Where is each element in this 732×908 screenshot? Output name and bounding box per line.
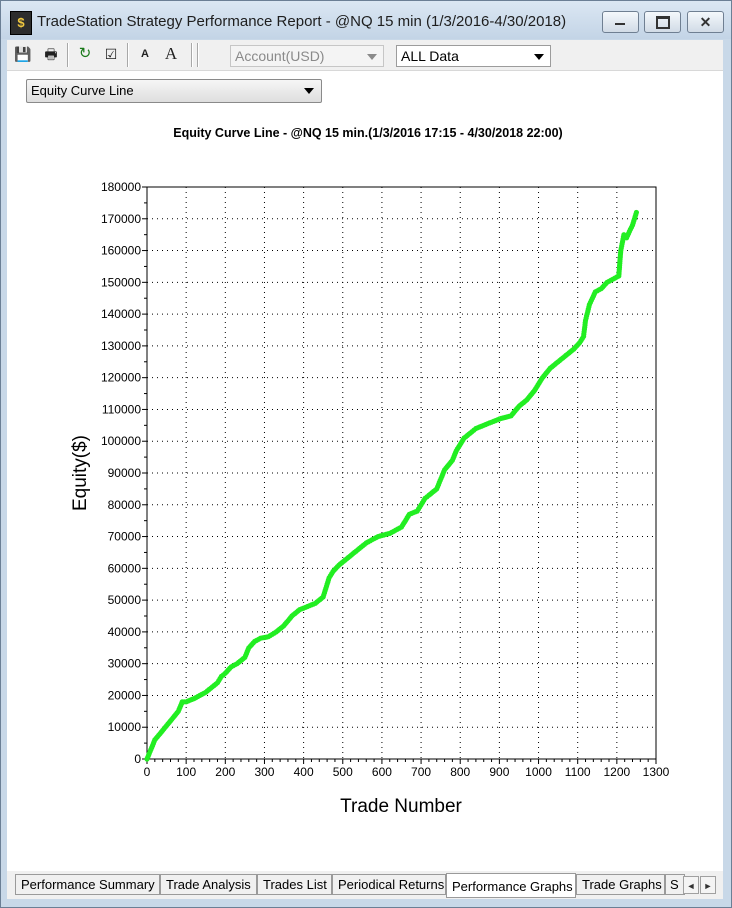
close-button[interactable]: ✕ xyxy=(687,11,724,33)
tab-scroll-left-icon[interactable]: ◄ xyxy=(683,876,699,894)
x-tick-label: 1100 xyxy=(565,765,591,779)
x-tick-label: 900 xyxy=(489,765,509,779)
toolbar-separator xyxy=(191,43,193,67)
y-tick-label: 180000 xyxy=(101,180,141,194)
toolbar-separator xyxy=(197,43,199,67)
window-title: TradeStation Strategy Performance Report… xyxy=(37,13,567,30)
account-select-value: Account(USD) xyxy=(235,48,325,64)
data-range-select-value: ALL Data xyxy=(401,48,459,64)
y-tick-label: 120000 xyxy=(101,371,141,385)
chevron-down-icon xyxy=(534,54,544,60)
chevron-down-icon xyxy=(367,54,377,60)
x-tick-label: 1200 xyxy=(603,765,630,779)
y-axis-label: Equity($) xyxy=(70,435,91,511)
title-bar: $ TradeStation Strategy Performance Repo… xyxy=(1,1,731,39)
tab-periodical-returns[interactable]: Periodical Returns xyxy=(332,874,446,895)
x-tick-label: 800 xyxy=(450,765,470,779)
account-select[interactable]: Account(USD) xyxy=(230,45,384,67)
x-tick-label: 400 xyxy=(294,765,314,779)
tradestation-icon[interactable]: $ xyxy=(10,11,32,35)
y-tick-label: 30000 xyxy=(108,657,142,671)
print-icon[interactable]: 🖶 xyxy=(44,46,58,62)
equity-point xyxy=(633,209,640,216)
tab-performance-summary[interactable]: Performance Summary xyxy=(15,874,160,895)
x-tick-label: 500 xyxy=(333,765,353,779)
x-axis-label: Trade Number xyxy=(340,796,462,817)
x-tick-label: 100 xyxy=(176,765,196,779)
y-tick-label: 0 xyxy=(134,752,141,766)
save-icon[interactable]: 💾 xyxy=(14,46,32,62)
y-tick-label: 40000 xyxy=(108,625,142,639)
y-tick-label: 70000 xyxy=(108,530,142,544)
x-tick-label: 0 xyxy=(144,765,151,779)
properties-icon[interactable]: ☑ xyxy=(104,46,118,62)
toolbar: 💾 🖶 ↻ ☑ A A Account(USD) ALL Data xyxy=(7,40,723,71)
chart-title: Equity Curve Line - @NQ 15 min.(1/3/2016… xyxy=(173,126,562,140)
graph-type-select-value: Equity Curve Line xyxy=(31,83,134,98)
x-tick-label: 700 xyxy=(411,765,431,779)
tab-trades-list[interactable]: Trades List xyxy=(257,874,332,895)
y-tick-label: 130000 xyxy=(101,339,141,353)
x-tick-label: 200 xyxy=(215,765,235,779)
equity-curve-chart: Equity Curve Line - @NQ 15 min.(1/3/2016… xyxy=(70,126,670,817)
x-tick-label: 1300 xyxy=(643,765,670,779)
x-tick-label: 1000 xyxy=(525,765,552,779)
tab-trade-analysis[interactable]: Trade Analysis xyxy=(160,874,257,895)
close-icon: ✕ xyxy=(699,14,712,30)
y-tick-label: 50000 xyxy=(108,593,142,607)
toolbar-separator xyxy=(67,43,69,67)
y-tick-label: 80000 xyxy=(108,498,142,512)
tab-performance-graphs[interactable]: Performance Graphs xyxy=(446,873,576,898)
y-tick-label: 140000 xyxy=(101,307,141,321)
y-tick-label: 110000 xyxy=(102,402,141,416)
refresh-icon[interactable]: ↻ xyxy=(78,45,92,62)
y-tick-label: 160000 xyxy=(101,244,141,258)
chevron-down-icon xyxy=(304,88,314,94)
y-tick-label: 100000 xyxy=(101,434,141,448)
tab-trade-graphs[interactable]: Trade Graphs xyxy=(576,874,665,895)
increase-font-icon[interactable]: A xyxy=(164,44,178,63)
report-content: Equity Curve Line - @NQ 15 min.(1/3/2016… xyxy=(7,71,723,871)
minimize-icon xyxy=(615,23,625,25)
y-tick-label: 60000 xyxy=(108,561,142,575)
maximize-icon xyxy=(656,16,670,29)
decrease-font-icon[interactable]: A xyxy=(141,48,149,60)
x-tick-label: 600 xyxy=(372,765,392,779)
y-tick-label: 170000 xyxy=(101,212,141,226)
toolbar-separator xyxy=(127,43,129,67)
graph-type-select[interactable]: Equity Curve Line xyxy=(26,79,322,103)
y-tick-label: 20000 xyxy=(108,688,142,702)
report-tabs: Performance Summary Trade Analysis Trade… xyxy=(7,871,723,899)
x-tick-label: 300 xyxy=(254,765,274,779)
tab-scroll-right-icon[interactable]: ► xyxy=(700,876,716,894)
y-tick-label: 150000 xyxy=(101,275,141,289)
maximize-button[interactable] xyxy=(644,11,681,33)
data-range-select[interactable]: ALL Data xyxy=(396,45,551,67)
minimize-button[interactable] xyxy=(602,11,639,33)
tab-s[interactable]: S xyxy=(665,874,685,895)
y-tick-label: 90000 xyxy=(108,466,142,480)
y-tick-label: 10000 xyxy=(108,720,142,734)
